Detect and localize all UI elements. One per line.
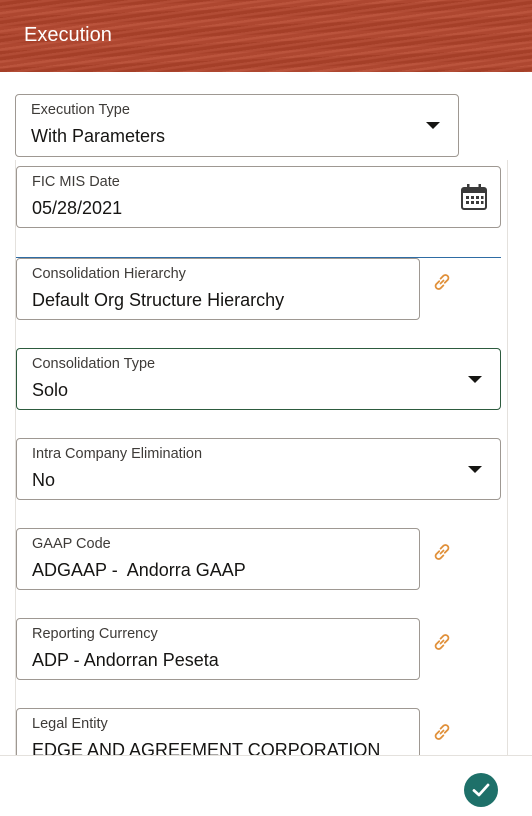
execution-type-value: With Parameters bbox=[31, 126, 166, 146]
execution-type-label: Execution Type bbox=[31, 102, 130, 118]
gaap-code-value: ADGAAP - Andorra GAAP bbox=[32, 560, 246, 580]
intra-company-elimination-label: Intra Company Elimination bbox=[32, 446, 203, 462]
gaap-code-field[interactable]: GAAP Code ADGAAP - Andorra GAAP bbox=[16, 528, 420, 590]
fic-mis-date-label: FIC MIS Date bbox=[32, 174, 120, 190]
reporting-currency-value: ADP - Andorran Peseta bbox=[32, 650, 219, 670]
link-icon[interactable] bbox=[431, 271, 453, 293]
reporting-currency-label: Reporting Currency bbox=[32, 626, 158, 642]
legal-entity-field[interactable]: Legal Entity EDGE AND AGREEMENT CORPORAT… bbox=[16, 708, 420, 755]
form-right-border bbox=[507, 160, 508, 755]
legal-entity-label: Legal Entity bbox=[32, 716, 108, 732]
consolidation-hierarchy-value: Default Org Structure Hierarchy bbox=[32, 290, 285, 310]
reporting-currency-field[interactable]: Reporting Currency ADP - Andorran Peseta bbox=[16, 618, 420, 680]
consolidation-type-label: Consolidation Type bbox=[32, 356, 156, 372]
intra-company-elimination-select[interactable]: Intra Company Elimination No bbox=[16, 438, 501, 500]
consolidation-type-select[interactable]: Consolidation Type Solo bbox=[16, 348, 501, 410]
caret-down-icon bbox=[468, 376, 482, 383]
intra-company-elimination-value: No bbox=[32, 470, 56, 490]
active-field-underline bbox=[16, 257, 501, 258]
footer-bar bbox=[0, 755, 532, 816]
fic-mis-date-value: 05/28/2021 bbox=[32, 198, 123, 218]
legal-entity-value: EDGE AND AGREEMENT CORPORATION bbox=[32, 740, 381, 755]
checkmark-icon bbox=[472, 783, 490, 797]
execution-type-select[interactable]: Execution Type With Parameters bbox=[15, 94, 459, 157]
submit-button[interactable] bbox=[464, 773, 498, 807]
gaap-code-label: GAAP Code bbox=[32, 536, 111, 552]
fic-mis-date-field[interactable]: FIC MIS Date 05/28/2021 bbox=[16, 166, 501, 228]
caret-down-icon bbox=[468, 466, 482, 473]
link-icon[interactable] bbox=[431, 631, 453, 653]
link-icon[interactable] bbox=[431, 721, 453, 743]
page-header: Execution bbox=[0, 0, 532, 72]
calendar-icon[interactable] bbox=[460, 183, 488, 211]
execution-form[interactable]: Execution Type With Parameters FIC MIS D… bbox=[0, 72, 532, 755]
page-title: Execution bbox=[24, 24, 112, 46]
consolidation-hierarchy-field[interactable]: Consolidation Hierarchy Default Org Stru… bbox=[16, 258, 420, 320]
caret-down-icon bbox=[426, 122, 440, 129]
consolidation-type-value: Solo bbox=[32, 380, 69, 400]
consolidation-hierarchy-label: Consolidation Hierarchy bbox=[32, 266, 186, 282]
form-left-border bbox=[15, 160, 16, 755]
link-icon[interactable] bbox=[431, 541, 453, 563]
